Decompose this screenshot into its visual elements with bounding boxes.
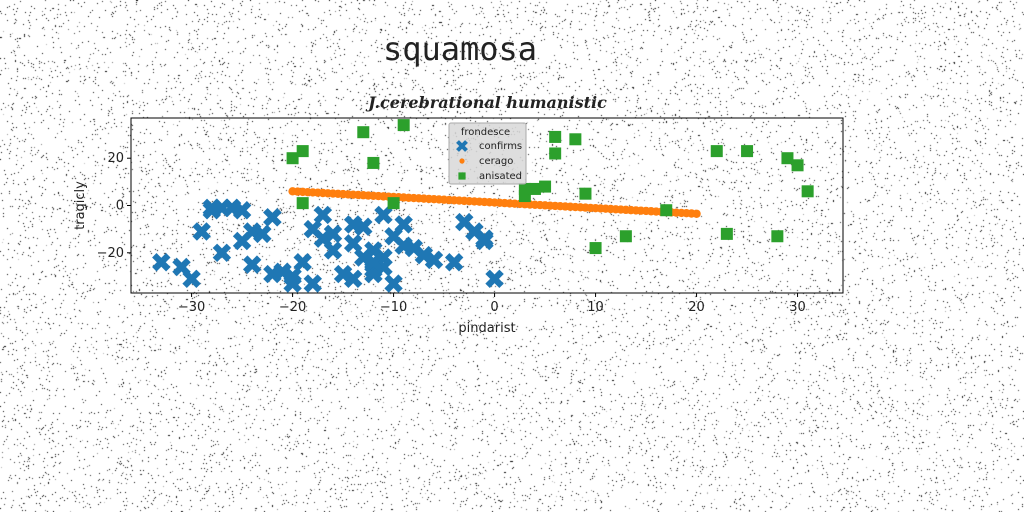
legend-marker-confirms	[456, 140, 468, 152]
point-anisated	[801, 185, 814, 198]
point-anisated	[518, 182, 531, 195]
point-anisated	[710, 145, 723, 158]
point-confirms	[343, 269, 363, 289]
legend-item-cerago[interactable]: cerago	[459, 156, 513, 167]
point-confirms	[202, 198, 222, 218]
point-confirms	[475, 229, 494, 248]
x-tick-label: −20	[279, 300, 306, 315]
point-confirms	[303, 219, 323, 239]
point-anisated	[357, 126, 370, 139]
point-anisated	[720, 227, 733, 240]
y-tick-label: −20	[97, 246, 124, 261]
legend-item-anisated[interactable]: anisated	[458, 171, 522, 182]
point-confirms	[212, 243, 232, 263]
x-tick-label: 10	[587, 300, 604, 315]
point-confirms	[242, 255, 262, 274]
point-confirms	[263, 208, 282, 227]
point-confirms	[364, 253, 383, 272]
point-confirms	[313, 205, 333, 225]
point-confirms	[303, 274, 323, 293]
point-anisated	[549, 130, 562, 143]
point-anisated	[397, 119, 410, 132]
point-anisated	[589, 242, 602, 255]
point-confirms	[414, 245, 434, 265]
point-confirms	[343, 234, 363, 253]
point-confirms	[232, 231, 252, 251]
point-anisated	[387, 197, 400, 210]
point-anisated	[771, 230, 784, 243]
point-anisated	[660, 204, 673, 217]
point-confirms	[394, 236, 413, 255]
point-confirms	[384, 274, 403, 293]
legend-item-confirms[interactable]: confirms	[456, 140, 523, 152]
point-confirms	[192, 222, 211, 241]
point-confirms	[222, 198, 242, 218]
series-anisated	[286, 119, 814, 255]
legend-label-cerago: cerago	[479, 156, 513, 167]
point-cerago	[692, 209, 701, 218]
x-tick-label: −30	[178, 300, 205, 315]
page-title: squamosa	[382, 30, 538, 68]
point-anisated	[528, 182, 541, 195]
legend[interactable]: frondesce confirms cerago anisated	[448, 122, 527, 185]
x-tick-label: 20	[688, 300, 705, 315]
point-confirms	[354, 217, 373, 237]
axis-ticks: −30 −20 −10 0 10 20 30 −20 0 20	[97, 151, 806, 315]
chart-title: J.cerebrational humanistic	[368, 93, 607, 112]
legend-items: confirms cerago anisated	[456, 140, 523, 182]
point-confirms	[333, 264, 353, 284]
point-anisated	[579, 187, 592, 200]
point-anisated	[549, 147, 562, 160]
point-confirms	[424, 250, 444, 270]
point-confirms	[273, 262, 292, 281]
point-anisated	[286, 152, 299, 165]
point-confirms	[182, 269, 201, 289]
point-anisated	[539, 180, 552, 193]
point-confirms	[323, 224, 343, 244]
x-tick-label: 0	[490, 300, 498, 315]
point-confirms	[152, 253, 171, 272]
y-tick-label: 0	[116, 199, 124, 214]
point-anisated	[791, 159, 804, 172]
y-tick-label: 20	[107, 151, 124, 166]
series-confirms	[152, 198, 504, 293]
point-confirms	[253, 224, 272, 244]
x-tick-label: −10	[380, 300, 407, 315]
series-cerago	[288, 187, 701, 218]
legend-title: frondesce	[461, 127, 510, 138]
legend-label-confirms: confirms	[479, 141, 522, 152]
point-anisated	[569, 133, 582, 146]
point-confirms	[394, 215, 413, 234]
legend-marker-cerago	[459, 158, 465, 164]
point-confirms	[354, 248, 373, 267]
x-axis-label: pindarist	[458, 321, 515, 336]
point-anisated	[741, 145, 754, 158]
point-confirms	[293, 253, 312, 272]
x-tick-label: 30	[789, 300, 806, 315]
point-confirms	[485, 269, 504, 289]
point-anisated	[367, 156, 380, 169]
point-confirms	[444, 253, 464, 272]
point-anisated	[296, 197, 309, 210]
point-confirms	[374, 205, 393, 225]
point-confirms	[283, 267, 302, 286]
y-axis-label: tragicly	[73, 181, 88, 230]
plot-marks	[152, 119, 814, 293]
point-anisated	[781, 152, 794, 165]
legend-label-anisated: anisated	[479, 171, 522, 182]
point-anisated	[619, 230, 632, 243]
legend-marker-anisated	[458, 172, 466, 180]
point-anisated	[296, 145, 309, 158]
legend-box	[448, 122, 527, 185]
